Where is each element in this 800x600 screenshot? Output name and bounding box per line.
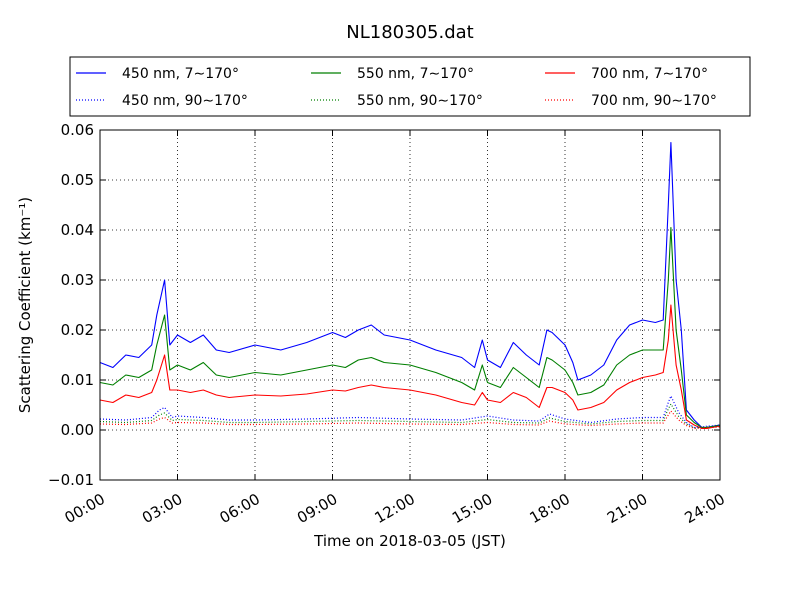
- legend-label: 550 nm, 90∼170°: [357, 93, 483, 109]
- y-tick-label: 0.05: [61, 171, 94, 189]
- y-tick-label: 0.04: [61, 221, 94, 239]
- legend-label: 700 nm, 7∼170°: [591, 66, 708, 82]
- legend-label: 450 nm, 90∼170°: [122, 93, 248, 109]
- y-tick-label: 0.03: [61, 271, 94, 289]
- series-layer: [99, 141, 721, 430]
- legend-label: 450 nm, 7∼170°: [122, 66, 239, 82]
- legend-label: 550 nm, 7∼170°: [357, 66, 474, 82]
- series-line: [99, 395, 721, 429]
- grid: [100, 130, 720, 480]
- chart-title: NL180305.dat: [346, 22, 473, 43]
- series-line: [99, 141, 721, 429]
- y-tick-label: 0.06: [61, 121, 94, 139]
- legend-label: 700 nm, 90∼170°: [591, 93, 717, 109]
- x-axis-label: Time on 2018-03-05 (JST): [313, 532, 506, 550]
- y-tick-label: 0.01: [61, 371, 94, 389]
- legend-box: [69, 56, 751, 117]
- series-line: [99, 410, 721, 430]
- y-tick-label: −0.01: [48, 471, 94, 489]
- series-line: [99, 226, 721, 429]
- series-line: [99, 403, 721, 429]
- series-line: [99, 304, 721, 430]
- legend: 450 nm, 7∼170° 550 nm, 7∼170° 700 nm, 7∼17…: [69, 56, 751, 117]
- y-tick-label: 0.02: [61, 321, 94, 339]
- y-axis-label: Scattering Coefficient (km⁻¹): [16, 197, 34, 413]
- y-tick-label: 0.00: [61, 421, 94, 439]
